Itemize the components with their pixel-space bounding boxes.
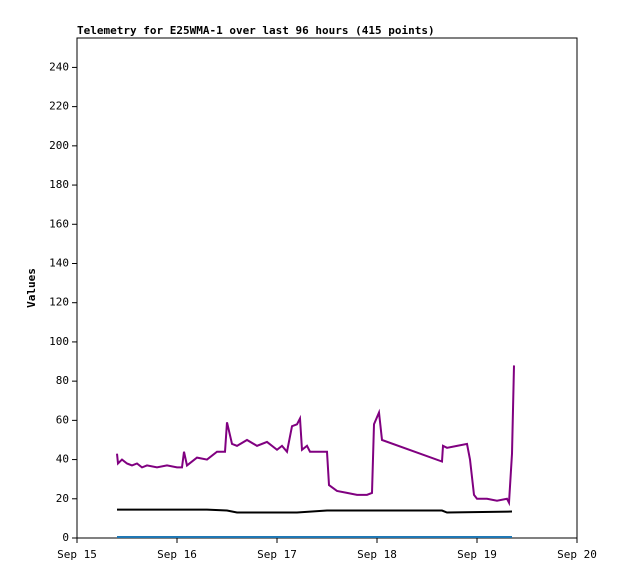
chart-title: Telemetry for E25WMA-1 over last 96 hour… [77,24,435,37]
y-tick-label: 60 [56,413,69,426]
y-axis-label: Values [25,268,38,308]
x-tick-label: Sep 19 [457,548,497,561]
x-tick-label: Sep 16 [157,548,197,561]
x-tick-label: Sep 15 [57,548,97,561]
x-tick-label: Sep 20 [557,548,597,561]
y-tick-label: 100 [49,335,69,348]
series-line [117,508,513,514]
y-tick-label: 160 [49,217,69,230]
y-tick-label: 140 [49,256,69,269]
y-tick-label: 120 [49,296,69,309]
y-tick-label: 200 [49,139,69,152]
y-tick-label: 80 [56,374,69,387]
series-line [116,365,515,507]
y-tick-label: 220 [49,100,69,113]
y-tick-label: 40 [56,453,69,466]
y-tick-label: 20 [56,492,69,505]
x-tick-label: Sep 18 [357,548,397,561]
y-tick-label: 240 [49,60,69,73]
y-tick-label: 180 [49,178,69,191]
y-tick-label: 0 [62,531,69,544]
x-tick-label: Sep 17 [257,548,297,561]
